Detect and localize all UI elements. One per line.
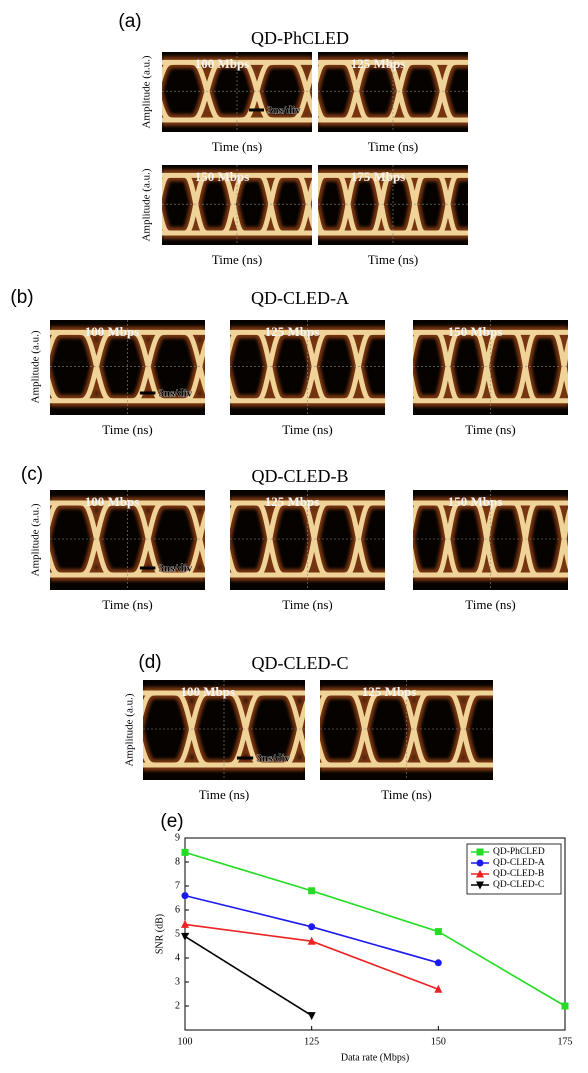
data-rate-label: 100 Mbps [195, 56, 250, 71]
y-tick-label: 7 [175, 880, 180, 891]
marker [181, 920, 189, 928]
panel-title: QD-CLED-B [252, 466, 349, 486]
x-axis-label: Time (ns) [102, 597, 152, 612]
panel-label: (b) [10, 287, 33, 308]
y-axis-label: Amplitude (a.u.) [30, 503, 42, 576]
data-rate-label: 125 Mbps [265, 494, 320, 509]
marker [308, 1012, 316, 1020]
series-line [185, 936, 312, 1015]
x-axis-label: Time (ns) [282, 597, 332, 612]
scale-label: 3ns/div [267, 105, 301, 117]
y-axis-label: Amplitude (a.u.) [141, 55, 153, 128]
panel-label: (e) [160, 811, 183, 832]
data-rate-label: 125 Mbps [265, 324, 320, 339]
data-rate-label: 100 Mbps [85, 494, 140, 509]
panel-label: (d) [138, 652, 161, 673]
legend-label: QD-CLED-B [493, 869, 544, 879]
scale-label: 3ns/div [256, 753, 290, 765]
x-axis-label: Time (ns) [102, 422, 152, 437]
y-tick-label: 9 [175, 832, 180, 843]
x-axis-label: Time (ns) [212, 139, 262, 154]
legend-label: QD-CLED-A [493, 858, 545, 868]
legend-label: QD-PhCLED [493, 847, 545, 857]
marker [182, 892, 189, 899]
y-axis-label: SNR (dB) [154, 914, 165, 954]
panel-label: (c) [21, 464, 43, 485]
x-tick-label: 150 [431, 1036, 446, 1047]
x-axis-label: Time (ns) [199, 787, 249, 802]
y-axis-label: Amplitude (a.u.) [141, 168, 153, 241]
data-rate-label: 125 Mbps [362, 684, 417, 699]
legend-marker [477, 849, 484, 856]
marker [308, 923, 315, 930]
data-rate-label: 100 Mbps [181, 684, 236, 699]
marker [435, 928, 442, 935]
marker [435, 959, 442, 966]
panel-label: (a) [118, 11, 141, 32]
scale-label: 3ns/div [159, 563, 193, 575]
y-tick-label: 6 [175, 904, 180, 915]
y-axis-label: Amplitude (a.u.) [30, 330, 42, 403]
panel-title: QD-CLED-A [251, 288, 349, 308]
x-tick-label: 100 [178, 1036, 193, 1047]
y-tick-label: 5 [175, 928, 180, 939]
x-axis-label: Data rate (Mbps) [341, 1052, 409, 1063]
y-axis-label: Amplitude (a.u.) [124, 693, 136, 766]
data-rate-label: 125 Mbps [351, 56, 406, 71]
x-axis-label: Time (ns) [282, 422, 332, 437]
data-rate-label: 175 Mbps [351, 169, 406, 184]
scale-label: 3ns/div [159, 388, 193, 400]
x-axis-label: Time (ns) [212, 252, 262, 267]
figure: (a) QD-PhCLED Amplitude (a.u.) Amplitude (a… [0, 0, 588, 1073]
marker [562, 1003, 569, 1010]
x-axis-label: Time (ns) [465, 422, 515, 437]
data-rate-label: 150 Mbps [448, 324, 503, 339]
x-axis-label: Time (ns) [465, 597, 515, 612]
x-tick-label: 175 [558, 1036, 573, 1047]
x-tick-label: 125 [304, 1036, 319, 1047]
panel-title: QD-CLED-C [252, 653, 349, 673]
x-axis-label: Time (ns) [368, 252, 418, 267]
y-tick-label: 4 [175, 952, 180, 963]
legend-label: QD-CLED-C [493, 880, 544, 890]
panel-title: QD-PhCLED [251, 28, 349, 48]
y-tick-label: 8 [175, 856, 180, 867]
y-tick-label: 2 [175, 1000, 180, 1011]
data-rate-label: 150 Mbps [448, 494, 503, 509]
legend-marker [477, 860, 484, 867]
marker [181, 933, 189, 941]
series-line [185, 924, 438, 989]
marker [308, 887, 315, 894]
x-axis-label: Time (ns) [368, 139, 418, 154]
marker [182, 849, 189, 856]
y-tick-label: 3 [175, 976, 180, 987]
data-rate-label: 150 Mbps [195, 169, 250, 184]
x-axis-label: Time (ns) [381, 787, 431, 802]
data-rate-label: 100 Mbps [85, 324, 140, 339]
